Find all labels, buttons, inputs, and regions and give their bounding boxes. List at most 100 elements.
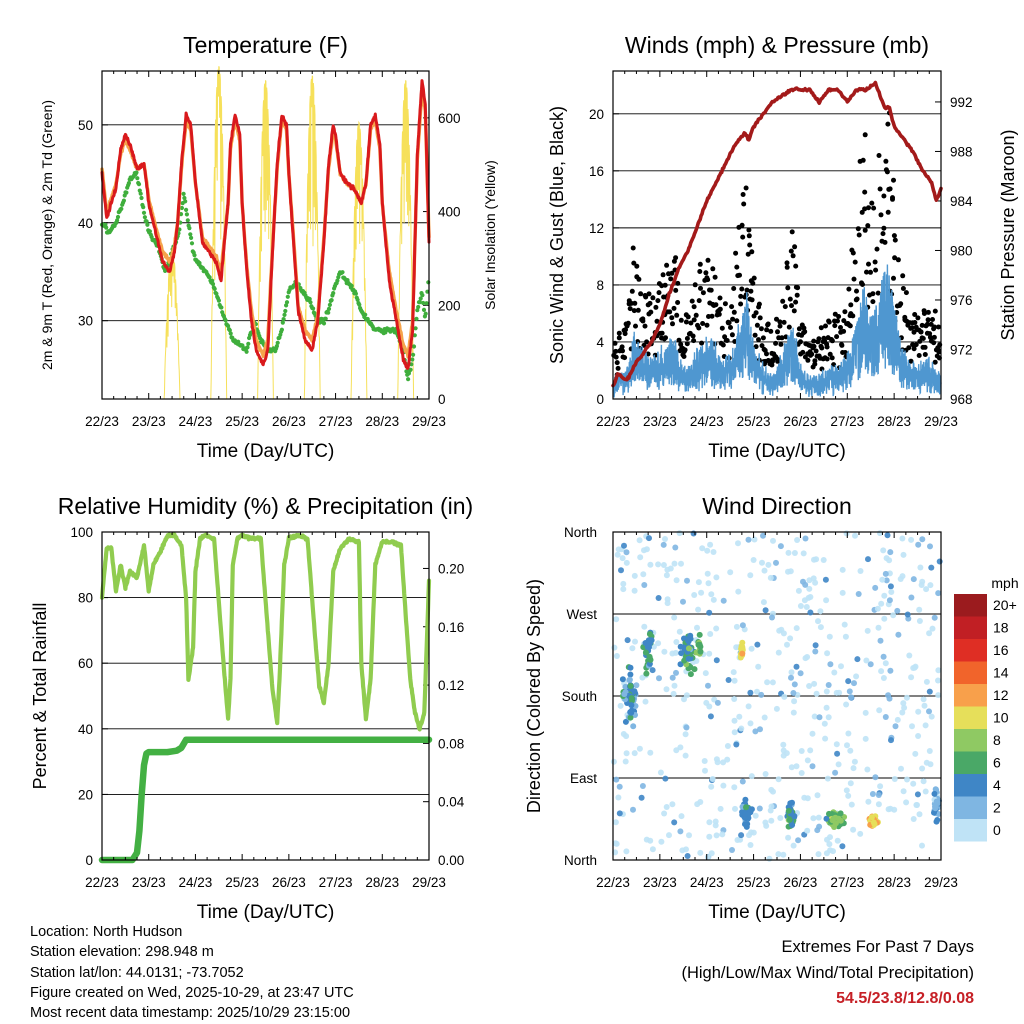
dewpoint-point	[187, 226, 192, 231]
colorbar-label: 14	[993, 665, 1009, 681]
direction-point	[915, 733, 922, 739]
direction-point	[904, 776, 910, 783]
direction-point	[875, 792, 882, 798]
panel-1: 30 40 50 0 200 400 600 Temperature (F) Time (Day…	[39, 32, 498, 462]
direction-point	[793, 625, 800, 632]
colorbar-swatch	[954, 661, 987, 684]
direction-point	[812, 648, 819, 655]
direction-point	[677, 661, 684, 668]
direction-point	[760, 532, 766, 539]
gust-point	[925, 317, 931, 323]
direction-point	[811, 680, 818, 687]
direction-point	[724, 756, 731, 763]
direction-point	[869, 791, 876, 797]
gust-point	[696, 298, 702, 304]
direction-point	[670, 690, 677, 697]
direction-point	[642, 649, 649, 656]
direction-point	[822, 576, 829, 583]
direction-point	[671, 682, 678, 689]
gust-point	[925, 309, 931, 315]
direction-point	[754, 688, 760, 695]
gust-point	[757, 315, 763, 321]
gust-point	[654, 318, 660, 324]
direction-point	[841, 621, 848, 628]
direction-point	[666, 832, 672, 839]
direction-point	[788, 764, 795, 771]
gust-point	[765, 321, 771, 327]
gust-point	[796, 326, 802, 332]
y-tick-label-right: 984	[950, 194, 973, 209]
direction-point	[785, 549, 792, 556]
y-tick-label: 100	[70, 525, 93, 540]
direction-point	[845, 678, 852, 685]
dewpoint-point	[226, 323, 231, 329]
x-tick-label: 22/23	[85, 414, 119, 429]
gust-point	[862, 132, 868, 138]
dewpoint-point	[142, 215, 147, 220]
gust-point	[800, 349, 806, 355]
y-axis-label: 2m & 9m T (Red, Orange) & 2m Td (Green)	[39, 100, 55, 370]
direction-point	[761, 567, 768, 574]
gust-point	[636, 276, 642, 282]
gust-point	[774, 316, 779, 322]
gust-point	[777, 319, 783, 325]
direction-point	[877, 783, 884, 790]
direction-point	[624, 637, 631, 644]
gust-point	[659, 330, 665, 336]
x-tick-label: 25/23	[225, 875, 259, 890]
gust-point	[674, 312, 680, 318]
latest-timestamp-text: Most recent data timestamp: 2025/10/29 2…	[30, 1005, 351, 1022]
gust-point	[829, 338, 835, 344]
direction-point	[928, 564, 935, 571]
gust-point	[811, 343, 817, 349]
direction-point	[790, 690, 797, 696]
direction-point	[867, 661, 874, 668]
x-tick-label: 22/23	[85, 875, 119, 890]
y-tick-label: West	[566, 607, 597, 622]
direction-point	[935, 590, 942, 597]
gust-point	[819, 345, 825, 351]
dewpoint-point	[141, 205, 146, 210]
gust-point	[922, 344, 928, 350]
direction-point	[790, 709, 797, 716]
y-tick-label-right: 200	[438, 298, 461, 313]
direction-point	[742, 810, 749, 817]
direction-point	[619, 676, 626, 683]
x-axis-label: Time (Day/UTC)	[708, 902, 846, 923]
direction-point	[831, 824, 838, 830]
direction-point	[804, 827, 811, 834]
gust-point	[703, 270, 709, 276]
direction-point	[894, 607, 901, 614]
x-tick-label: 29/23	[412, 414, 446, 429]
dewpoint-point	[141, 210, 147, 215]
gust-point	[758, 326, 764, 332]
y-tick-label: 50	[78, 118, 93, 133]
direction-point	[899, 709, 906, 716]
direction-point	[820, 557, 827, 563]
direction-point	[729, 847, 735, 853]
direction-point	[724, 743, 731, 749]
direction-point	[748, 645, 755, 652]
direction-point	[612, 840, 619, 847]
dewpoint-point	[326, 306, 332, 311]
gust-point	[631, 308, 637, 314]
direction-point	[628, 702, 635, 709]
gust-point	[756, 301, 762, 307]
direction-point	[843, 530, 850, 537]
colorbar-swatch	[954, 684, 987, 707]
colorbar-label: 4	[993, 777, 1001, 793]
direction-point	[783, 750, 790, 757]
direction-point	[780, 630, 787, 637]
gust-point	[675, 300, 681, 305]
direction-point	[923, 586, 930, 593]
gust-point	[635, 339, 641, 345]
gust-point	[836, 314, 842, 319]
colorbar-swatch	[954, 639, 987, 662]
direction-point	[929, 625, 936, 632]
gust-point	[839, 342, 845, 348]
direction-point	[804, 795, 811, 802]
dewpoint-point	[179, 205, 184, 211]
gust-point	[778, 341, 784, 347]
direction-point	[622, 718, 629, 725]
gust-point	[936, 324, 941, 330]
